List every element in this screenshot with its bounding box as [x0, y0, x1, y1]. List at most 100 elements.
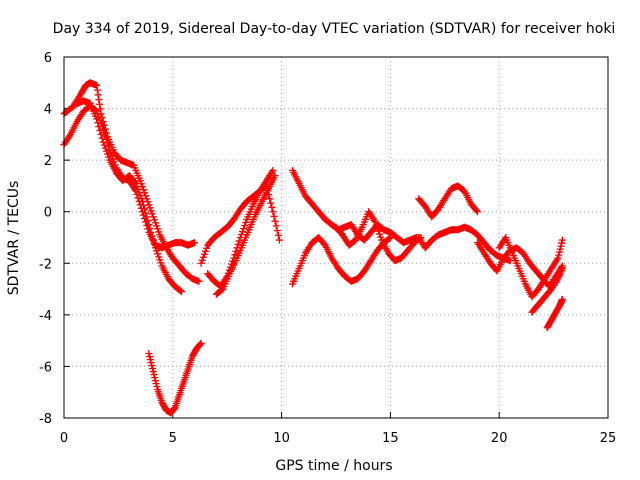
plus-marker: [555, 251, 563, 259]
plus-marker: [95, 123, 103, 131]
x-tick-label: 20: [491, 431, 508, 446]
y-tick-label: -2: [39, 257, 52, 272]
plus-marker: [203, 244, 211, 252]
plus-marker: [152, 222, 160, 230]
series-track-8: [288, 166, 421, 247]
plus-marker: [270, 212, 278, 220]
plus-marker: [96, 100, 104, 108]
plus-marker: [155, 253, 163, 261]
plus-marker: [97, 110, 105, 118]
plus-marker: [148, 232, 156, 240]
plus-marker: [93, 86, 101, 94]
plus-marker: [151, 219, 159, 227]
y-tick-label: 4: [44, 103, 52, 118]
plus-marker: [143, 195, 151, 203]
plus-marker: [266, 195, 274, 203]
plus-marker: [238, 227, 246, 235]
plus-marker: [558, 239, 566, 247]
data-marks: [60, 79, 566, 417]
plus-marker: [150, 240, 158, 248]
plus-marker: [373, 224, 381, 232]
plus-marker: [198, 256, 206, 264]
plus-marker: [170, 405, 178, 413]
plus-marker: [377, 233, 385, 241]
plus-marker: [139, 186, 147, 194]
plus-marker: [141, 189, 149, 197]
plus-marker: [102, 147, 110, 155]
plus-marker: [142, 192, 150, 200]
plus-marker: [100, 121, 108, 129]
series-track-6: [204, 166, 277, 290]
plus-marker: [155, 228, 163, 236]
plus-marker: [105, 153, 113, 161]
plus-marker: [146, 353, 154, 361]
plus-marker: [138, 183, 146, 191]
plus-marker: [556, 245, 564, 253]
plus-marker: [142, 209, 150, 217]
plus-marker: [131, 178, 139, 186]
plus-marker: [275, 236, 283, 244]
plus-marker: [146, 204, 154, 212]
plus-marker: [147, 207, 155, 215]
series-track-2: [60, 97, 186, 296]
plus-marker: [146, 356, 154, 364]
series-track-12: [415, 223, 514, 265]
plus-marker: [558, 264, 566, 272]
plus-marker: [148, 210, 156, 218]
series-track-11: [415, 182, 481, 221]
plus-marker: [97, 130, 105, 138]
plus-marker: [137, 180, 145, 188]
plus-marker: [96, 105, 104, 113]
plus-marker: [242, 218, 250, 226]
x-tick-label: 5: [169, 431, 177, 446]
y-tick-label: 6: [44, 51, 52, 66]
plus-marker: [269, 166, 277, 174]
x-tick-label: 0: [60, 431, 68, 446]
chart-title: Day 334 of 2019, Sidereal Day-to-day VTE…: [53, 21, 616, 37]
series-track-4: [145, 339, 205, 417]
plus-marker: [268, 203, 276, 211]
plus-marker: [144, 198, 152, 206]
plus-marker: [374, 227, 382, 235]
plus-marker: [153, 383, 161, 391]
plus-marker: [104, 150, 112, 158]
plus-marker: [196, 340, 204, 348]
y-tick-label: -4: [39, 309, 52, 324]
plus-marker: [151, 244, 159, 252]
plus-marker: [101, 144, 109, 152]
y-tick-label: 0: [44, 206, 52, 221]
y-tick-label: -8: [39, 412, 52, 427]
plus-marker: [148, 362, 156, 370]
plus-marker: [96, 126, 104, 134]
grid-lines: [63, 56, 609, 419]
plus-marker: [143, 213, 151, 221]
plus-marker: [147, 228, 155, 236]
plus-marker: [274, 231, 282, 239]
plus-marker: [558, 295, 566, 303]
y-axis-label: SDTVAR / TECUs: [6, 181, 22, 296]
plus-marker: [269, 208, 277, 216]
plus-marker: [385, 234, 393, 242]
plus-marker: [151, 377, 159, 385]
plus-marker: [154, 225, 162, 233]
plus-marker: [197, 339, 205, 347]
plus-marker: [145, 221, 153, 229]
plus-marker: [201, 247, 209, 255]
plus-marker: [191, 239, 199, 247]
plus-marker: [149, 213, 157, 221]
plus-marker: [152, 247, 160, 255]
plus-marker: [150, 371, 158, 379]
series-track-3: [71, 79, 203, 285]
plus-marker: [152, 380, 160, 388]
plus-marker: [557, 242, 565, 250]
series-track-16: [543, 295, 566, 332]
plus-marker: [95, 96, 103, 104]
x-axis-label: GPS time / hours: [275, 458, 392, 474]
plus-marker: [147, 359, 155, 367]
plus-marker: [94, 91, 102, 99]
plus-marker: [241, 221, 249, 229]
plus-marker: [149, 236, 157, 244]
plus-marker: [195, 277, 203, 285]
plus-marker: [371, 218, 379, 226]
